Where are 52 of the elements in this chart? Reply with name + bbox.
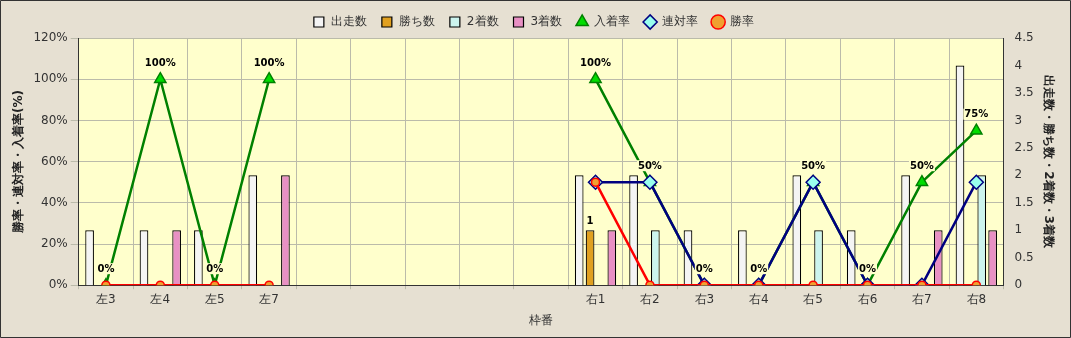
y2-axis-title: 出走数・勝ち数・2着数・3着数: [1041, 75, 1056, 249]
y-tick-label: 80%: [41, 112, 68, 127]
data-label: 0%: [206, 262, 224, 274]
y-tick-label: 100%: [33, 71, 68, 86]
x-tick-label: 右1: [585, 291, 606, 306]
x-tick-label: 左5: [204, 291, 225, 306]
x-tick-label: 左4: [150, 291, 171, 306]
x-tick-label: 右7: [912, 291, 932, 306]
y2-tick-label: 4: [1014, 57, 1023, 72]
y2-tick-label: 2.5: [1014, 139, 1034, 154]
y2-tick-label: 4.5: [1014, 30, 1034, 45]
y-tick-label: 40%: [41, 194, 68, 209]
legend-label: 出走数: [330, 14, 367, 29]
data-label: 100%: [144, 56, 176, 68]
y2-tick-label: 0: [1014, 277, 1023, 292]
data-label: 100%: [253, 56, 285, 68]
x-axis-title: 枠番: [528, 312, 554, 327]
legend-label: 2着数: [466, 14, 499, 29]
y-tick-label: 0%: [48, 277, 68, 292]
x-tick-label: 左3: [96, 291, 116, 306]
y2-tick-label: 3: [1014, 112, 1023, 127]
data-label: 0%: [695, 262, 713, 274]
legend-label: 3着数: [530, 14, 563, 29]
y2-tick-label: 2: [1014, 167, 1023, 182]
data-label: 75%: [964, 108, 989, 120]
data-label: 100%: [580, 56, 611, 68]
data-label: 50%: [801, 159, 826, 171]
legend-label: 勝率: [730, 14, 755, 29]
legend-label: 勝ち数: [398, 14, 435, 29]
data-label: 50%: [637, 159, 662, 171]
x-tick-label: 右2: [640, 291, 660, 306]
data-label: 0%: [97, 262, 115, 274]
x-tick-label: 右6: [857, 291, 878, 306]
y-tick-label: 60%: [41, 153, 68, 168]
x-tick-label: 右8: [966, 291, 987, 306]
x-tick-label: 右5: [803, 291, 823, 306]
data-label: 0%: [859, 262, 877, 274]
y-tick-label: 120%: [33, 30, 68, 45]
y2-tick-label: 1.5: [1014, 194, 1034, 209]
x-tick-label: 右4: [748, 291, 769, 306]
data-label: 50%: [909, 159, 934, 171]
y2-tick-label: 3.5: [1014, 85, 1034, 100]
y-axis-title: 勝率・連対率・入着率(%): [11, 90, 26, 235]
data-label: 1: [586, 214, 594, 226]
x-tick-label: 右3: [694, 291, 715, 306]
x-tick-label: 左7: [259, 291, 279, 306]
y-tick-label: 20%: [41, 236, 68, 251]
legend-label: 入着率: [594, 14, 631, 29]
y2-tick-label: 1: [1014, 222, 1023, 237]
y2-tick-label: 0.5: [1014, 249, 1034, 264]
data-label: 0%: [750, 262, 768, 274]
legend-label: 連対率: [662, 14, 699, 29]
